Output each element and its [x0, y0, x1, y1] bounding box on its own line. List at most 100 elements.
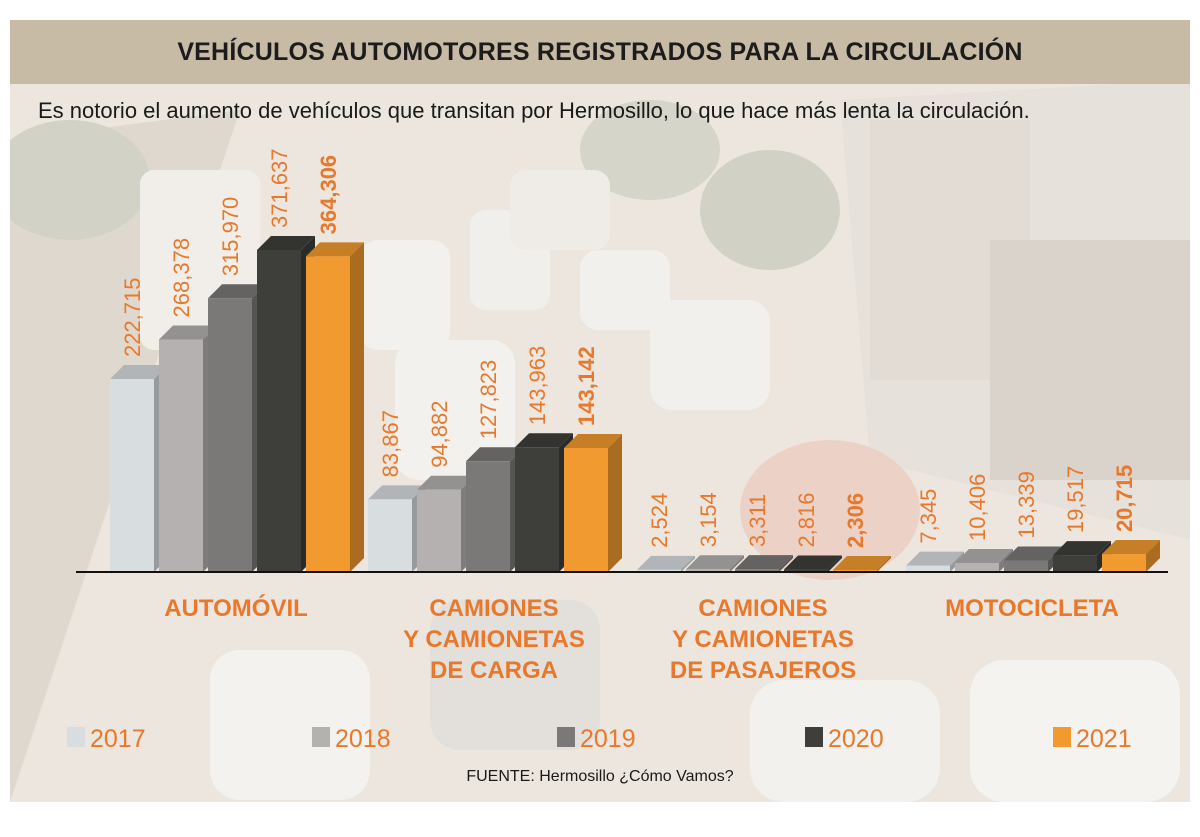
bar-2017-group-2: [368, 485, 426, 572]
legend-label: 2020: [828, 725, 884, 753]
bar-2021-group-4: [1102, 540, 1160, 572]
legend-swatch: [312, 727, 330, 747]
legend-label: 2021: [1076, 725, 1132, 753]
legend-label: 2019: [580, 725, 636, 753]
bar-front-face: [110, 379, 154, 572]
bar-2020-group-3: [784, 555, 842, 572]
value-label-2019: 3,311: [745, 494, 770, 547]
value-label-2019: 13,339: [1014, 471, 1039, 538]
bar-front-face: [955, 562, 999, 572]
legend-item-2017: 2017: [67, 725, 146, 753]
bar-top-face: [955, 548, 1013, 563]
value-label-2018: 268,378: [169, 238, 194, 318]
bar-top-face: [1004, 546, 1062, 561]
legend-label: 2017: [90, 725, 146, 753]
legend-item-2019: 2019: [557, 725, 636, 753]
value-labels-layer: 222,715 268,378 315,970 371,637 364,306 83,86…: [120, 148, 1137, 548]
bar-top-face: [1102, 540, 1160, 555]
value-label-2021: 364,306: [316, 155, 341, 235]
bar-side-face: [350, 242, 364, 572]
bar-front-face: [784, 569, 828, 572]
bar-top-face: [159, 325, 217, 340]
legend-item-2020: 2020: [805, 725, 884, 753]
value-label-2021: 20,715: [1112, 465, 1137, 532]
bar-top-face: [110, 365, 168, 380]
value-label-2019: 315,970: [218, 197, 243, 277]
value-label-2021: 143,142: [574, 346, 599, 426]
bar-side-face: [828, 555, 842, 572]
category-label-1: AUTOMÓVIL: [164, 594, 308, 622]
value-label-2018: 3,154: [696, 492, 721, 547]
bar-top-face: [686, 555, 744, 570]
bar-front-face: [637, 569, 681, 572]
category-label-line: CAMIONES: [429, 595, 558, 622]
bar-top-face: [564, 433, 622, 448]
bar-2018-group-3: [686, 555, 744, 572]
chart-title: VEHÍCULOS AUTOMOTORES REGISTRADOS PARA L…: [177, 37, 1023, 66]
bar-side-face: [779, 555, 793, 572]
category-label-line: DE CARGA: [430, 657, 558, 684]
chart-subtitle: Es notorio el aumento de vehículos que t…: [38, 98, 1030, 123]
bar-side-face: [1146, 540, 1160, 572]
legend-swatch: [1053, 727, 1071, 747]
category-label-line: MOTOCICLETA: [945, 595, 1119, 622]
category-label-4: MOTOCICLETA: [945, 595, 1119, 622]
bar-front-face: [515, 447, 559, 572]
value-label-2020: 371,637: [267, 148, 292, 228]
bar-top-face: [906, 551, 964, 566]
bar-top-face: [368, 485, 426, 500]
bar-chart: 222,715 268,378 315,970 371,637 364,306 83,86…: [67, 148, 1168, 753]
category-label-line: AUTOMÓVIL: [164, 594, 308, 622]
source-note: FUENTE: Hermosillo ¿Cómo Vamos?: [466, 768, 734, 785]
bar-front-face: [417, 489, 461, 572]
bar-top-face: [306, 242, 364, 257]
bar-2021-group-2: [564, 433, 622, 572]
value-label-2020: 19,517: [1063, 466, 1088, 533]
bar-front-face: [686, 569, 730, 572]
category-label-line: Y CAMIONETAS: [403, 626, 585, 653]
bar-top-face: [637, 555, 695, 570]
bar-2017-group-3: [637, 555, 695, 572]
bar-side-face: [681, 555, 695, 572]
legend-swatch: [557, 727, 575, 747]
bar-top-face: [735, 555, 793, 570]
bar-2021-group-3: [833, 556, 891, 572]
value-label-2017: 2,524: [647, 493, 672, 548]
legend-swatch: [805, 727, 823, 747]
value-label-2020: 143,963: [525, 346, 550, 426]
legend-item-2018: 2018: [312, 725, 391, 753]
value-label-2017: 7,345: [916, 489, 941, 544]
category-label-line: Y CAMIONETAS: [672, 626, 854, 653]
bar-top-face: [515, 433, 573, 448]
bar-front-face: [208, 298, 252, 572]
category-label-line: CAMIONES: [698, 595, 827, 622]
background-photo: [10, 20, 1190, 802]
category-labels-layer: AUTOMÓVIL CAMIONES Y CAMIONETAS DE CARGA CAM…: [164, 594, 1119, 684]
bar-side-face: [730, 555, 744, 572]
bar-top-face: [417, 475, 475, 490]
bar-side-face: [877, 556, 891, 572]
bar-front-face: [1053, 555, 1097, 572]
legend-swatch: [67, 727, 85, 747]
bar-top-face: [466, 447, 524, 462]
bar-front-face: [564, 447, 608, 572]
bar-2019-group-3: [735, 555, 793, 572]
bar-front-face: [306, 256, 350, 572]
bar-front-face: [906, 565, 950, 572]
bar-front-face: [368, 499, 412, 572]
value-label-2018: 94,882: [427, 400, 452, 467]
legend-item-2021: 2021: [1053, 725, 1132, 753]
bar-front-face: [257, 250, 301, 572]
category-label-line: DE PASAJEROS: [670, 657, 856, 684]
bar-front-face: [735, 569, 779, 572]
bars-layer: [110, 236, 1160, 572]
bar-top-face: [833, 556, 891, 570]
bar-front-face: [159, 339, 203, 572]
value-label-2019: 127,823: [476, 360, 501, 440]
bar-2021-group-1: [306, 242, 364, 572]
title-bar: VEHÍCULOS AUTOMOTORES REGISTRADOS PARA L…: [10, 20, 1190, 84]
bar-top-face: [1053, 541, 1111, 556]
bar-side-face: [608, 433, 622, 572]
category-label-3: CAMIONES Y CAMIONETAS DE PASAJEROS: [670, 595, 856, 684]
value-label-2021: 2,306: [843, 493, 868, 548]
